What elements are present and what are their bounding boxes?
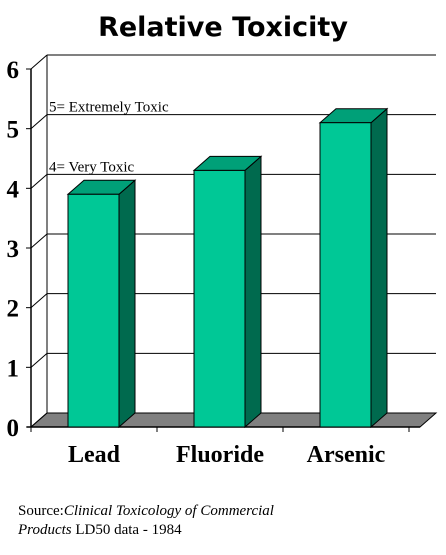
source-title-part2: Products [18, 522, 72, 538]
category-label: Arsenic [307, 442, 386, 468]
bar [318, 107, 389, 429]
side-gridline [30, 114, 48, 130]
side-gridline [30, 412, 48, 428]
bar-front [319, 122, 372, 428]
bar [192, 155, 263, 429]
y-tick-label: 5 [7, 117, 20, 144]
source-prefix: Source: [18, 503, 64, 519]
category-label: Fluoride [176, 442, 264, 468]
bar-side [370, 107, 388, 429]
y-tick-label: 4 [7, 176, 20, 203]
category-label: Lead [68, 442, 121, 468]
bar-front [193, 169, 246, 428]
side-gridline [30, 233, 48, 249]
y-tick-label: 3 [7, 236, 20, 263]
source-title-part1: Clinical Toxicology of Commercial [63, 503, 274, 519]
y-tick-label: 1 [7, 355, 20, 382]
side-gridline [30, 54, 48, 70]
annotation-label: 5= Extremely Toxic [49, 100, 169, 116]
bar-front [67, 193, 120, 428]
side-gridline [30, 293, 48, 309]
side-gridline [30, 173, 48, 189]
annotation-label: 4= Very Toxic [49, 159, 135, 175]
y-tick-label: 0 [7, 415, 20, 442]
y-tick-label: 6 [7, 57, 20, 84]
y-axis-ticks: 0 1 2 3 4 5 6 [7, 57, 31, 442]
bars [66, 107, 389, 429]
source-note: Source:Clinical Toxicology of Commercial… [18, 502, 438, 540]
bar-side [118, 179, 136, 429]
source-suffix: LD50 data - 1984 [71, 522, 182, 538]
side-gridline [30, 352, 48, 368]
bar [66, 179, 137, 429]
annotations: 5= Extremely Toxic 4= Very Toxic [49, 100, 169, 176]
bar-side [244, 155, 262, 429]
category-labels: Lead Fluoride Arsenic [68, 442, 386, 468]
y-tick-label: 2 [7, 296, 20, 323]
chart-title: Relative Toxicity [98, 12, 348, 43]
chart-wall [30, 54, 48, 428]
